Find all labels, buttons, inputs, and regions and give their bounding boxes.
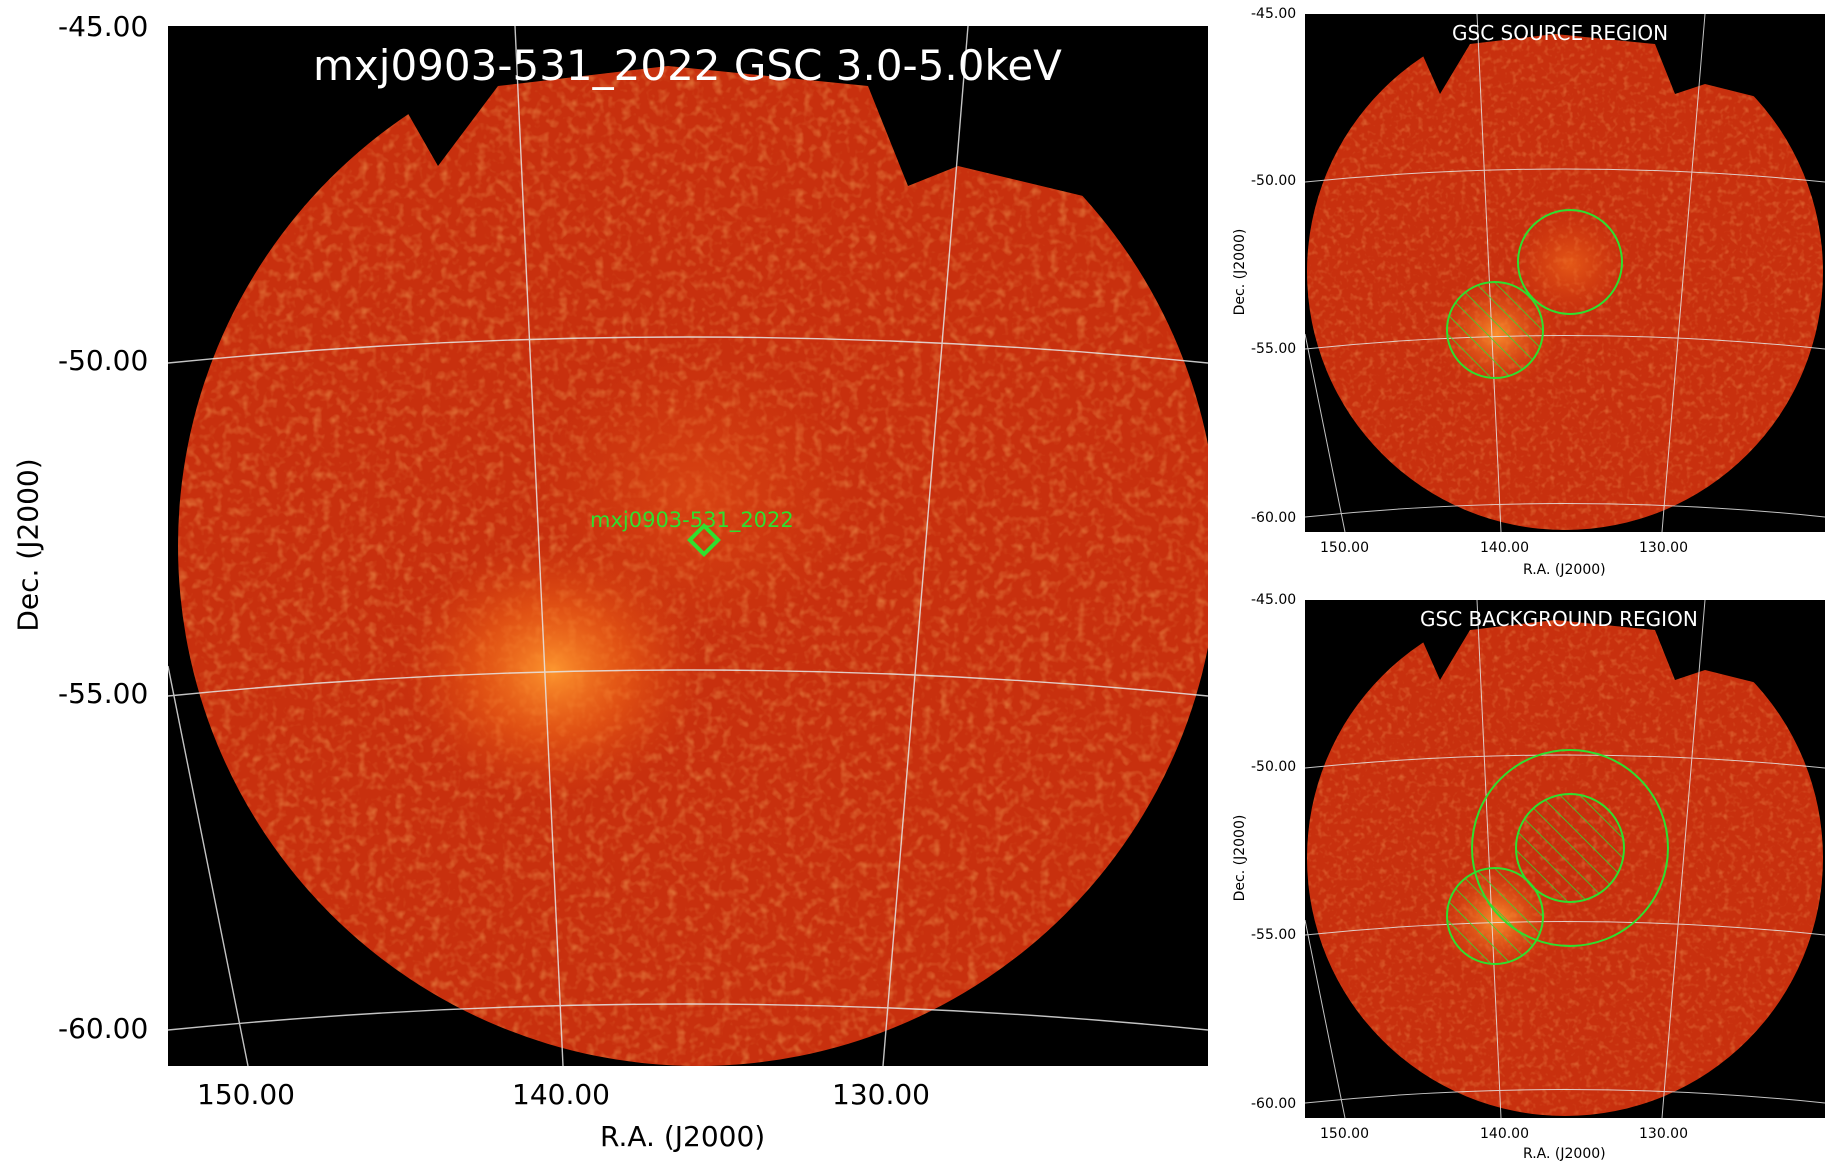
background-region-title: GSC BACKGROUND REGION (1420, 607, 1698, 631)
main-xtick-label: 140.00 (512, 1078, 610, 1111)
main-coordinate-grid (168, 26, 1208, 1066)
background-ytick-label: -50.00 (1251, 759, 1297, 775)
source-ytick-label: -50.00 (1251, 173, 1297, 189)
excluded-region-circle[interactable] (1446, 281, 1544, 379)
main-xtick-label: 150.00 (197, 1078, 295, 1111)
source-region-image[interactable]: GSC SOURCE REGION (1305, 14, 1825, 532)
background-x-axis-title: R.A. (J2000) (1523, 1146, 1606, 1162)
main-ytick-label: -45.00 (58, 10, 149, 43)
background-ytick-label: -60.00 (1251, 1096, 1297, 1112)
source-marker-diamond[interactable] (687, 523, 721, 557)
background-xtick-label: 130.00 (1639, 1126, 1688, 1142)
background-region-svg (1305, 600, 1825, 1118)
background-y-axis-title: Dec. (J2000) (1232, 814, 1248, 902)
background-region-grid (1305, 600, 1825, 1118)
source-region-title: GSC SOURCE REGION (1452, 21, 1669, 45)
main-xtick-label: 130.00 (832, 1078, 930, 1111)
main-x-axis-title: R.A. (J2000) (600, 1120, 766, 1153)
background-xtick-label: 140.00 (1480, 1126, 1529, 1142)
background-region-image[interactable]: GSC BACKGROUND REGION (1305, 600, 1825, 1118)
background-annulus-outer-circle[interactable] (1471, 749, 1669, 947)
source-x-axis-title: R.A. (J2000) (1523, 562, 1606, 578)
main-sky-svg (168, 26, 1208, 1066)
background-excluded-bright-circle[interactable] (1446, 867, 1544, 965)
main-sky-image[interactable]: mxj0903-531_2022 GSC 3.0-5.0keV mxj0903-… (168, 26, 1208, 1066)
source-ytick-label: -55.00 (1251, 341, 1297, 357)
main-y-axis-title: Dec. (J2000) (11, 458, 45, 632)
main-image-title: mxj0903-531_2022 GSC 3.0-5.0keV (313, 41, 1062, 90)
source-region-circle[interactable] (1517, 209, 1623, 315)
source-region-grid (1305, 14, 1825, 532)
background-xtick-label: 150.00 (1320, 1126, 1369, 1142)
main-ytick-label: -55.00 (58, 677, 149, 710)
source-ytick-label: -60.00 (1251, 510, 1297, 526)
source-xtick-label: 150.00 (1320, 540, 1369, 556)
main-ytick-label: -50.00 (58, 344, 149, 377)
background-excluded-source-circle[interactable] (1515, 793, 1625, 903)
source-label: mxj0903-531_2022 (590, 508, 794, 532)
background-ytick-label: -45.00 (1251, 592, 1297, 608)
main-ytick-label: -60.00 (58, 1012, 149, 1045)
source-y-axis-title: Dec. (J2000) (1232, 228, 1248, 316)
source-ytick-label: -45.00 (1251, 6, 1297, 22)
source-region-svg (1305, 14, 1825, 532)
background-ytick-label: -55.00 (1251, 927, 1297, 943)
source-xtick-label: 140.00 (1480, 540, 1529, 556)
source-xtick-label: 130.00 (1639, 540, 1688, 556)
